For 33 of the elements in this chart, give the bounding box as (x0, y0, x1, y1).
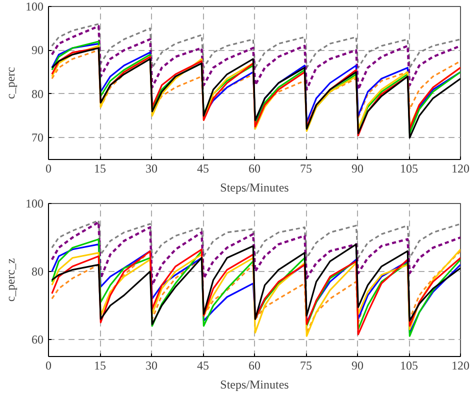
y-tick-label: 90 (32, 43, 44, 58)
x-tick-label: 45 (197, 162, 209, 176)
y-tick-label: 100 (26, 0, 44, 14)
line-series (51, 220, 460, 259)
y-axis-title: c_perc_z (4, 258, 18, 302)
y-tick-label: 80 (32, 86, 44, 101)
x-tick-label: 45 (197, 358, 209, 372)
x-tick-label: 105 (400, 358, 418, 372)
x-tick-label: 30 (146, 358, 158, 372)
y-axis-title: c_perc (4, 67, 18, 99)
x-tick-label: 60 (248, 162, 260, 176)
x-axis-title: Steps/Minutes (220, 378, 290, 392)
x-tick-label: 30 (146, 162, 158, 176)
x-axis-title: Steps/Minutes (220, 180, 290, 194)
x-tick-label: 120 (452, 358, 470, 372)
line-series (51, 23, 460, 68)
x-tick-label: 75 (300, 162, 312, 176)
x-tick-label: 60 (248, 358, 260, 372)
y-tick-label: 60 (32, 332, 44, 346)
y-tick-label: 80 (32, 264, 44, 278)
x-tick-label: 15 (94, 162, 106, 176)
y-tick-label: 100 (26, 196, 44, 210)
x-tick-label: 90 (352, 358, 364, 372)
x-tick-label: 0 (46, 162, 52, 176)
x-tick-label: 120 (452, 162, 470, 176)
x-tick-label: 90 (352, 162, 364, 176)
line-series (50, 25, 460, 91)
y-tick-label: 70 (32, 130, 44, 145)
x-tick-label: 105 (400, 162, 418, 176)
x-tick-label: 75 (300, 358, 312, 372)
x-tick-label: 0 (46, 358, 52, 372)
x-tick-label: 15 (94, 358, 106, 372)
line-series (50, 221, 460, 286)
